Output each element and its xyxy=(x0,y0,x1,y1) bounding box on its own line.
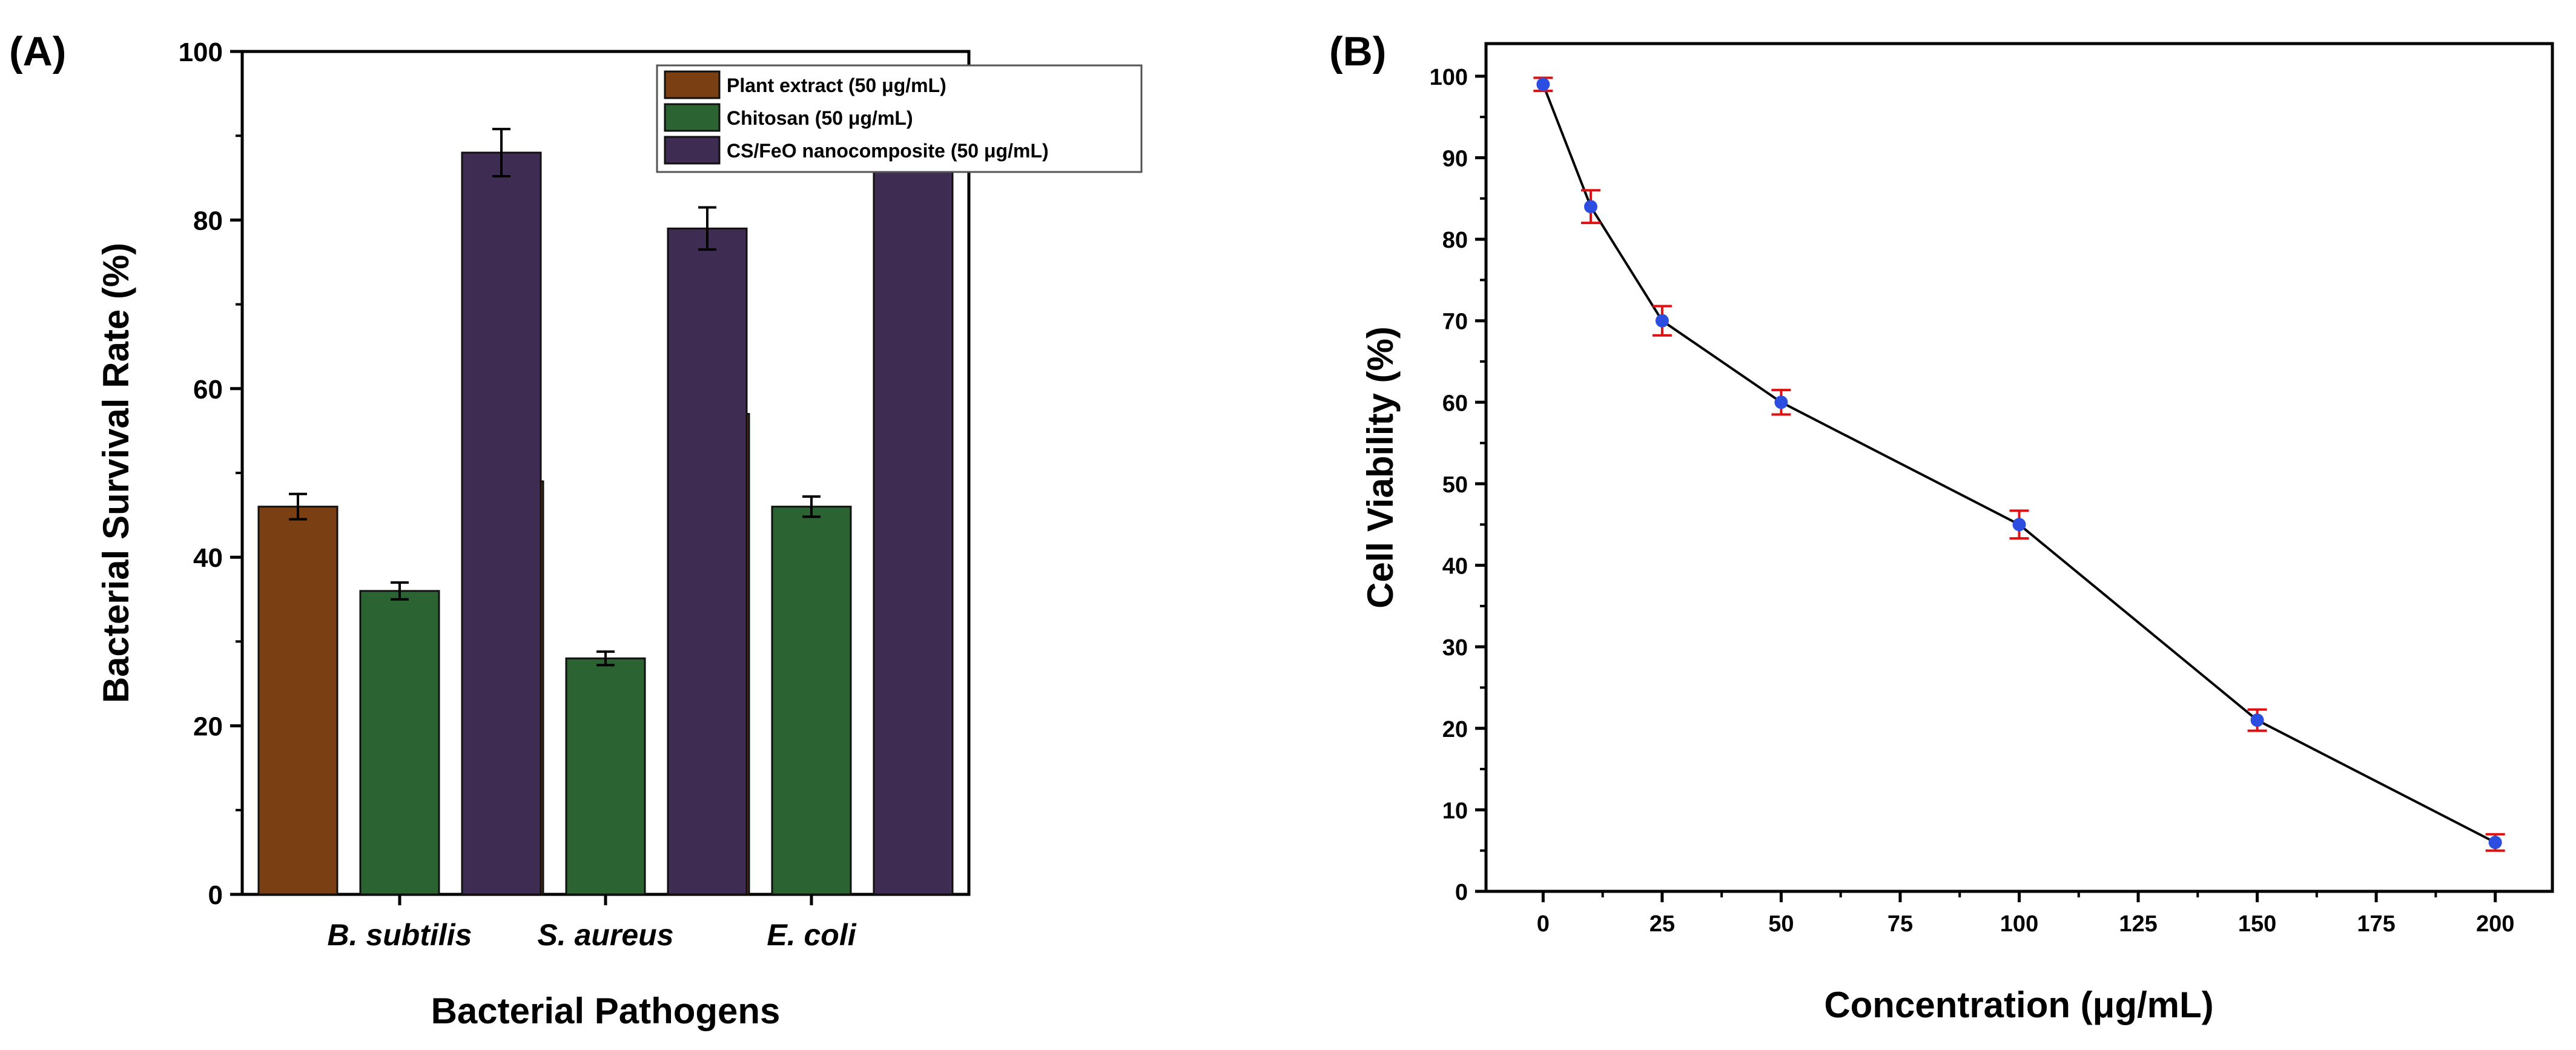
x-axis-a: B. subtilis S. aureus E. coli xyxy=(328,894,857,952)
bar xyxy=(461,151,542,896)
x-axis-title-a: Bacterial Pathogens xyxy=(431,991,781,1031)
panel-label-a: (A) xyxy=(9,28,66,74)
data-point xyxy=(2012,518,2026,532)
category-label: S. aureus xyxy=(537,918,673,952)
data-point xyxy=(1655,314,1669,328)
axes-b: 0 10 20 30 40 50 60 70 80 90 100 0 25 50 75 100 125 150 17… xyxy=(1430,65,2515,937)
y-tick-label-b: 60 xyxy=(1442,391,1468,416)
x-tick-label-b: 50 xyxy=(1768,911,1794,937)
data-line xyxy=(1542,84,2496,844)
data-point xyxy=(1774,395,1788,409)
y-tick-label-a: 80 xyxy=(193,206,223,236)
y-axis-a: 0 20 40 60 80 100 xyxy=(179,38,242,910)
y-tick-label-b: 100 xyxy=(1430,65,1468,90)
legend-box-a xyxy=(656,64,1143,173)
y-tick-label-a: 0 xyxy=(208,880,223,910)
y-tick-label-a: 100 xyxy=(179,38,223,67)
y-tick-label-b: 90 xyxy=(1442,146,1468,171)
data-point xyxy=(1584,200,1597,214)
y-tick-label-b: 50 xyxy=(1442,472,1468,498)
bars-a xyxy=(257,92,954,896)
y-tick-label-b: 70 xyxy=(1442,309,1468,335)
category-label: E. coli xyxy=(767,918,856,952)
x-tick-label-b: 150 xyxy=(2238,911,2276,937)
legend-swatch xyxy=(664,103,721,132)
panel-label-b: (B) xyxy=(1329,28,1386,74)
x-tick-label-b: 175 xyxy=(2357,911,2395,937)
bar xyxy=(565,657,646,896)
x-tick-label-b: 125 xyxy=(2119,911,2157,937)
legend-label: Plant extract (50 μg/mL) xyxy=(727,74,946,96)
y-tick-label-b: 20 xyxy=(1442,717,1468,742)
x-tick-label-b: 200 xyxy=(2476,911,2514,937)
bar xyxy=(359,590,440,896)
bar xyxy=(873,117,954,896)
legend-label: Chitosan (50 μg/mL) xyxy=(727,107,913,129)
x-axis-title-b: Concentration (μg/mL) xyxy=(1824,985,2213,1025)
x-tick-label-b: 25 xyxy=(1650,911,1675,937)
y-tick-label-b: 40 xyxy=(1442,554,1468,579)
legend-swatch xyxy=(664,70,721,99)
series-b xyxy=(1533,76,2505,852)
y-tick-label-b: 10 xyxy=(1442,798,1468,824)
y-tick-label-b: 80 xyxy=(1442,228,1468,253)
legend-swatch xyxy=(664,136,721,165)
data-point xyxy=(2250,713,2264,727)
x-tick-label-b: 0 xyxy=(1537,911,1550,937)
chart-a: (A) 0 20 40 60 80 100 B. subtilis S. aureus E. … xyxy=(9,28,1143,1031)
chart-b: (B) 0 10 20 30 40 50 60 70 80 90 100 0 25 50 75 100 125 1… xyxy=(1329,28,2554,1025)
y-tick-label-a: 40 xyxy=(193,543,223,573)
y-tick-label-b: 30 xyxy=(1442,635,1468,661)
data-point xyxy=(2488,836,2502,850)
y-tick-label-b: 0 xyxy=(1455,880,1468,905)
y-axis-title-a: Bacterial Survival Rate (%) xyxy=(96,243,136,703)
bar xyxy=(667,227,748,896)
x-tick-label-b: 100 xyxy=(2000,911,2038,937)
data-point xyxy=(1536,78,1550,91)
x-tick-label-b: 75 xyxy=(1887,911,1913,937)
bar xyxy=(771,506,852,896)
y-tick-label-a: 20 xyxy=(193,712,223,742)
legend-label: CS/FeO nanocomposite (50 μg/mL) xyxy=(727,140,1049,162)
y-axis-title-b: Cell Viability (%) xyxy=(1360,326,1401,609)
bar xyxy=(257,506,339,896)
plot-frame-b xyxy=(1484,42,2554,893)
category-label: B. subtilis xyxy=(328,918,472,952)
y-tick-label-a: 60 xyxy=(193,375,223,404)
legend-a: Plant extract (50 μg/mL) Chitosan (50 μg/… xyxy=(656,64,1143,173)
